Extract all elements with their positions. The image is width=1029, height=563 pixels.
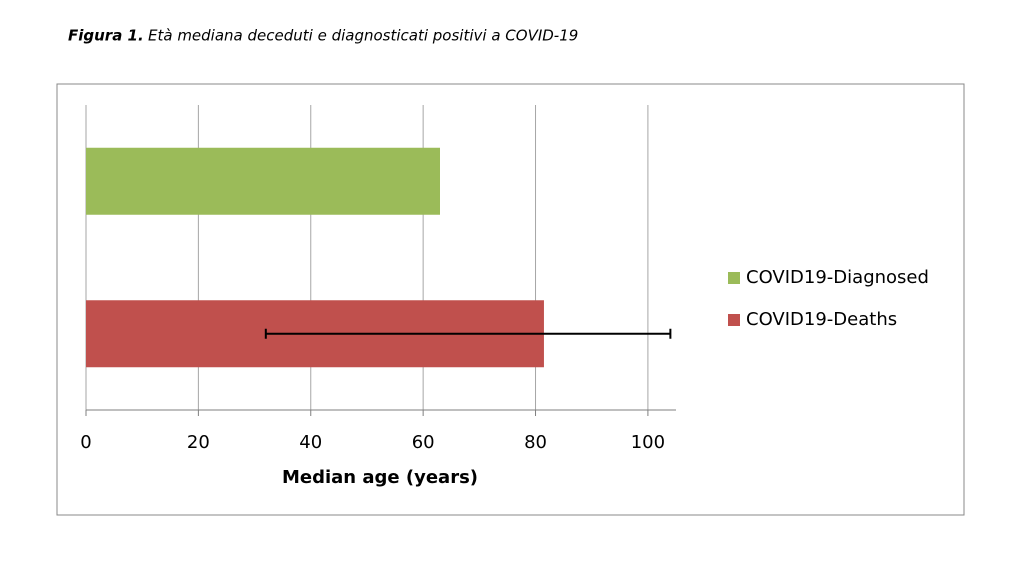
bar: [86, 147, 440, 215]
chart-frame: [56, 83, 965, 516]
legend-label: COVID19-Deaths: [746, 309, 897, 330]
x-tick-label: 0: [80, 432, 91, 453]
legend-label: COVID19-Diagnosed: [746, 267, 929, 288]
title-prefix: Figura 1.: [68, 27, 144, 45]
x-axis-label: Median age (years): [282, 467, 478, 488]
chart-title: Età mediana deceduti e diagnosticati pos…: [148, 27, 578, 45]
legend-swatch: [728, 272, 740, 284]
x-tick-label: 80: [524, 432, 547, 453]
legend-swatch: [728, 314, 740, 326]
x-tick-label: 20: [187, 432, 210, 453]
x-tick-label: 40: [299, 432, 322, 453]
x-tick-label: 100: [631, 432, 665, 453]
x-tick-label: 60: [412, 432, 435, 453]
